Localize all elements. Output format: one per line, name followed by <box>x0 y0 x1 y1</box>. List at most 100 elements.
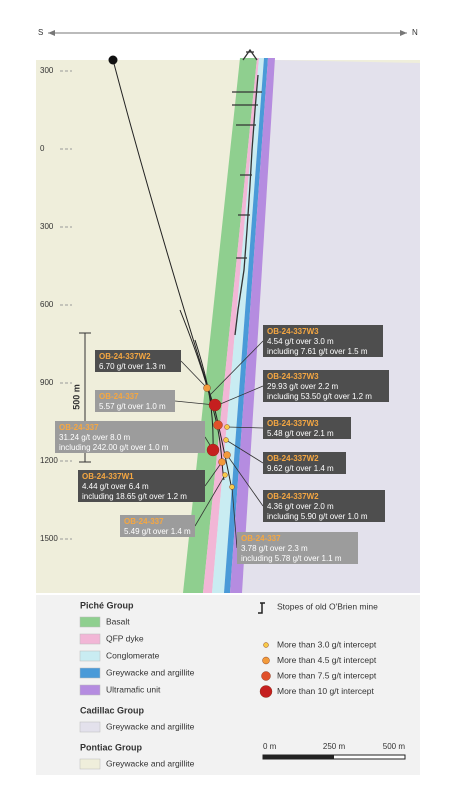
intercept-line: 3.78 g/t over 2.3 m <box>241 544 308 553</box>
intercept-line: 29.93 g/t over 2.2 m <box>267 382 338 391</box>
band <box>224 58 268 593</box>
intercept-dot <box>218 458 226 466</box>
grade-dot <box>261 671 271 681</box>
intercept-line: including 5.90 g/t over 1.0 m <box>267 512 368 521</box>
intercept-line: 6.70 g/t over 1.3 m <box>99 362 166 371</box>
intercept-box <box>263 417 351 439</box>
band <box>230 58 275 593</box>
intercept-line: 5.57 g/t over 1.0 m <box>99 402 166 411</box>
geology-bands <box>183 58 275 593</box>
leader-line <box>194 474 226 527</box>
intercept-box <box>95 390 175 412</box>
hole-name: OB-24-337 <box>59 423 99 432</box>
intercept-box <box>55 421 205 453</box>
compass-north: N <box>412 28 418 37</box>
depth-label: 1200 <box>40 456 58 465</box>
hole-name: OB-24-337W3 <box>267 372 319 381</box>
intercept-dot <box>213 420 223 430</box>
intercept-box <box>120 515 195 537</box>
leader-line <box>226 426 264 429</box>
band <box>203 58 259 593</box>
intercept-line: including 53.50 g/t over 1.2 m <box>267 392 372 401</box>
group-name: Cadillac Group <box>80 705 145 715</box>
scale-label: 250 m <box>323 742 346 751</box>
leader-line <box>231 486 238 549</box>
hole-name: OB-24-337 <box>99 392 139 401</box>
intercept-box <box>263 452 346 474</box>
scale-label: 0 m <box>263 742 277 751</box>
vertical-scale-label: 500 m <box>71 384 81 410</box>
stope-icon <box>258 602 265 614</box>
swatch <box>79 667 101 679</box>
hole-name: OB-24-337 <box>124 517 164 526</box>
intercept-line: 5.49 g/t over 1.4 m <box>124 527 191 536</box>
intercept-line: 31.24 g/t over 8.0 m <box>59 433 130 442</box>
depth-label: 300 <box>40 66 54 75</box>
intercept-dot <box>206 443 220 457</box>
group-name: Piché Group <box>80 600 134 610</box>
hole-name: OB-24-337W3 <box>267 327 319 336</box>
grade-dot <box>262 656 270 665</box>
hole-name: OB-24-337 <box>241 534 281 543</box>
depth-label: 1500 <box>40 534 58 543</box>
intercept-line: 4.54 g/t over 3.0 m <box>267 337 334 346</box>
grade-dot <box>259 685 273 698</box>
intercept-line: including 5.78 g/t over 1.1 m <box>241 554 342 563</box>
legend-item: Greywacke and argillite <box>106 721 195 731</box>
scale-bar <box>262 754 406 760</box>
intercept-dot <box>229 484 235 490</box>
leader-line <box>225 439 264 464</box>
grade-label: More than 3.0 g/t intercept <box>277 639 377 649</box>
intercept-line: 4.36 g/t over 2.0 m <box>267 502 334 511</box>
collar <box>108 55 118 65</box>
leader-line <box>209 340 264 396</box>
intercept-dot <box>203 384 211 392</box>
swatch <box>79 758 101 770</box>
legend-item: Greywacke and argillite <box>106 667 195 677</box>
legend-item: Basalt <box>106 616 130 626</box>
intercept-dot <box>222 472 228 478</box>
legend-item: Greywacke and argillite <box>106 758 195 768</box>
stopes-label: Stopes of old O'Brien mine <box>277 601 378 611</box>
hole-name: OB-24-337W3 <box>267 419 319 428</box>
intercept-line: including 18.65 g/t over 1.2 m <box>82 492 187 501</box>
intercept-box <box>263 370 389 402</box>
leader-line <box>180 360 208 389</box>
compass-south: S <box>38 28 43 37</box>
depth-label: 300 <box>40 222 54 231</box>
band <box>212 58 264 593</box>
intercept-box <box>78 470 205 502</box>
swatch <box>79 616 101 628</box>
intercept-line: 9.62 g/t over 1.4 m <box>267 464 334 473</box>
intercept-box <box>237 532 358 564</box>
swatch <box>79 633 101 645</box>
legend-item: Ultramafic unit <box>106 684 161 694</box>
depth-label: 0 <box>40 144 45 153</box>
leader-line <box>226 454 264 507</box>
intercept-box <box>263 490 385 522</box>
intercept-dot <box>224 424 230 430</box>
swatch <box>79 684 101 696</box>
group-name: Pontiac Group <box>80 742 143 752</box>
grade-label: More than 7.5 g/t intercept <box>277 670 377 680</box>
hole-name: OB-24-337W1 <box>82 472 134 481</box>
intercept-box <box>95 350 181 372</box>
depth-label: 600 <box>40 300 54 309</box>
depth-label: 900 <box>40 378 54 387</box>
intercept-line: including 7.61 g/t over 1.5 m <box>267 347 368 356</box>
intercept-line: 5.48 g/t over 2.1 m <box>267 429 334 438</box>
hole-name: OB-24-337W2 <box>267 454 319 463</box>
intercept-dot <box>223 437 229 443</box>
grade-label: More than 4.5 g/t intercept <box>277 655 377 665</box>
leader-line <box>204 461 223 487</box>
legend-item: Conglomerate <box>106 650 160 660</box>
swatch <box>79 650 101 662</box>
leader-line <box>217 385 264 406</box>
intercept-dot <box>223 451 231 459</box>
leader-line <box>174 400 216 406</box>
band <box>183 58 257 593</box>
hole-name: OB-24-337W2 <box>267 492 319 501</box>
stopes <box>232 48 262 336</box>
hole-name: OB-24-337W2 <box>99 352 151 361</box>
